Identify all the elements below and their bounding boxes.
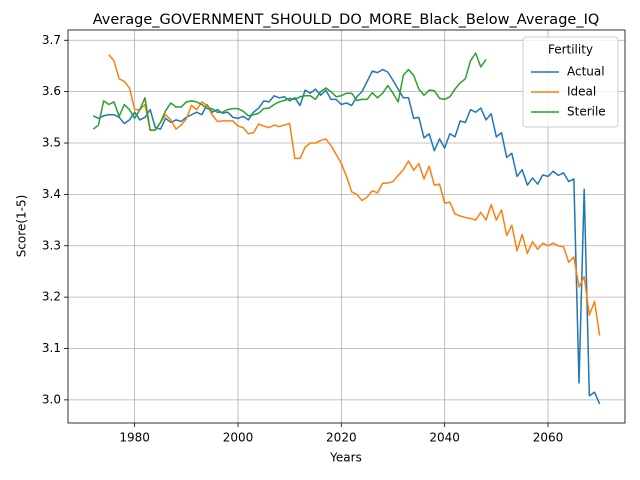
- legend-label: Actual: [567, 65, 605, 79]
- y-tick-label: 3.2: [42, 290, 61, 304]
- plot-frame: [67, 29, 626, 424]
- legend-label: Sterile: [567, 105, 606, 119]
- series-line: [92, 68, 601, 405]
- y-tick-label: 3.3: [42, 238, 61, 252]
- x-axis-label: Years: [329, 451, 362, 465]
- x-tick-label: 2020: [326, 431, 357, 445]
- x-tick-label: 2060: [533, 431, 564, 445]
- y-axis-label: Score(1-5): [15, 195, 29, 258]
- y-tick-label: 3.1: [42, 341, 61, 355]
- legend-title: Fertility: [548, 43, 593, 57]
- series-line: [108, 54, 601, 336]
- legend-label: Ideal: [567, 85, 596, 99]
- y-tick-label: 3.7: [42, 33, 61, 47]
- legend: Fertility Actual Ideal Sterile: [522, 36, 619, 128]
- y-tick-label: 3.0: [42, 392, 61, 406]
- chart-title: Average_GOVERNMENT_SHOULD_DO_MORE_Black_…: [93, 12, 600, 28]
- y-tick-label: 3.4: [42, 187, 61, 201]
- y-tick-label: 3.6: [42, 84, 61, 98]
- x-tick-label: 1980: [119, 431, 150, 445]
- x-tick-label: 2000: [223, 431, 254, 445]
- legend-box: [522, 36, 619, 128]
- series-line: [92, 52, 487, 131]
- y-tick-label: 3.5: [42, 136, 61, 150]
- x-tick-label: 2040: [429, 431, 460, 445]
